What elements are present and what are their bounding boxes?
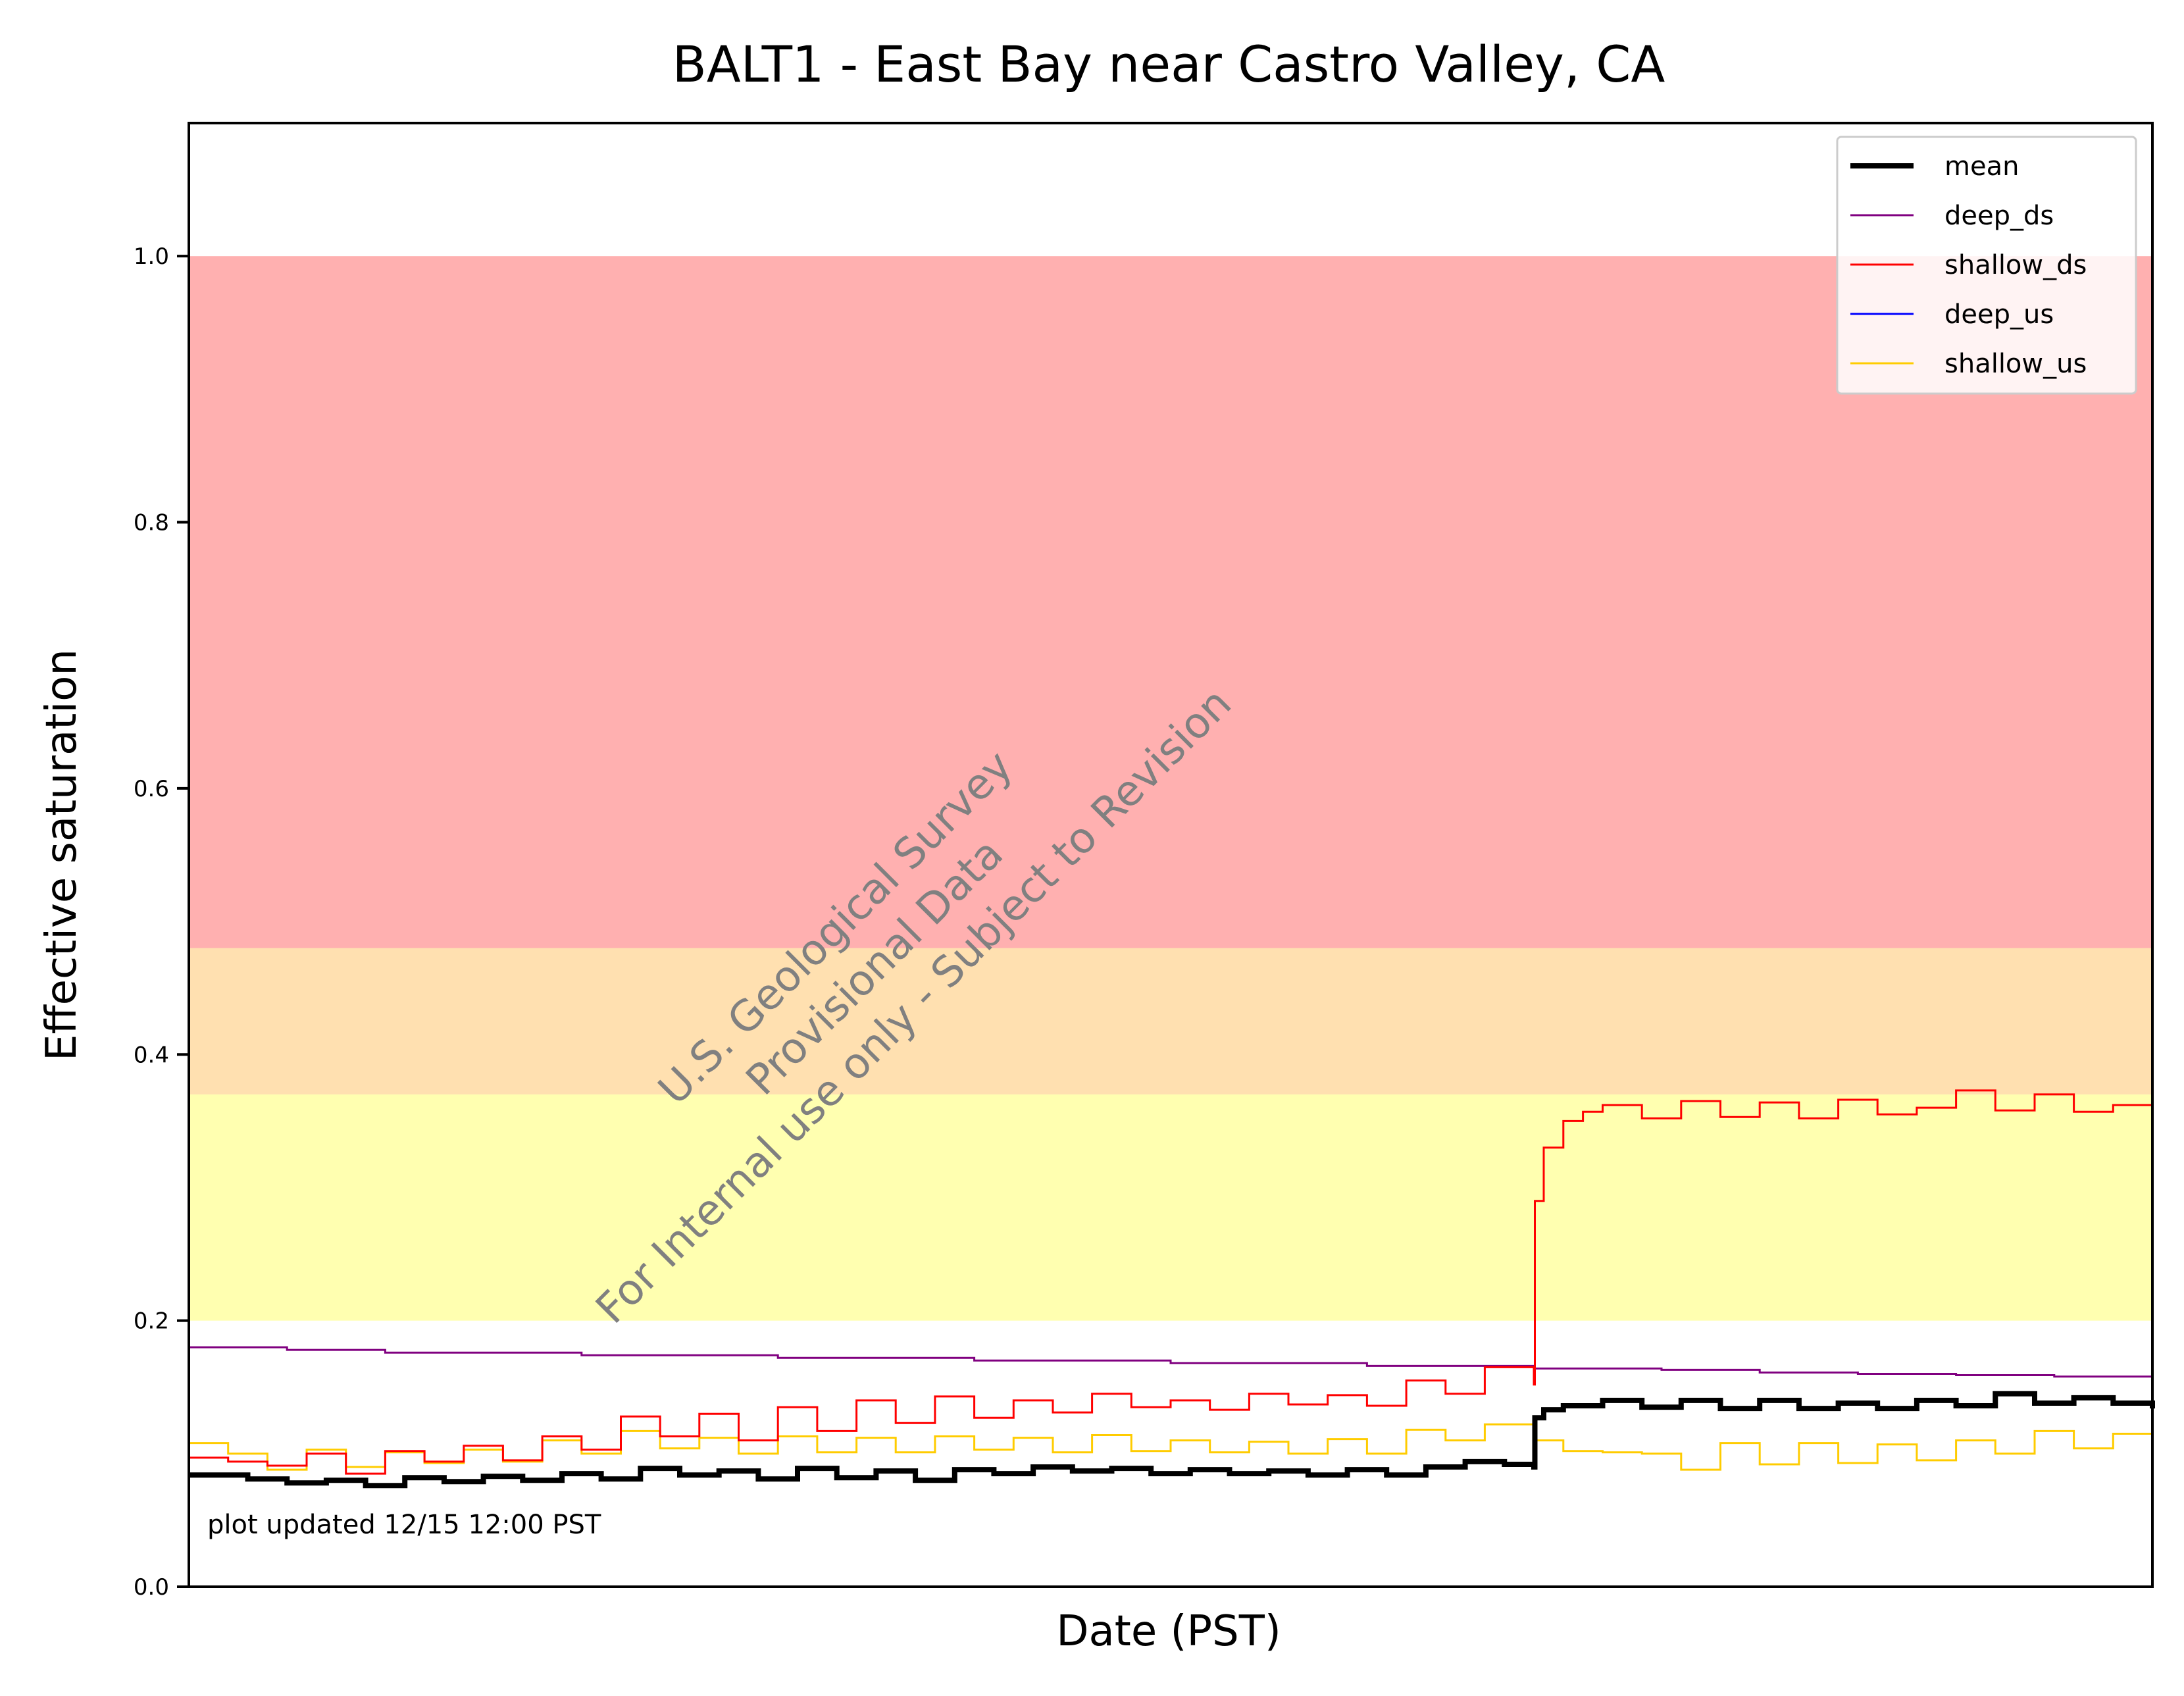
y-tick-label: 0.4	[134, 1042, 169, 1068]
legend-box	[1836, 136, 2137, 395]
y-tick-label: 0.6	[134, 776, 169, 802]
legend-label-deep_us: deep_us	[1944, 299, 2054, 330]
threshold-bands	[189, 256, 2152, 1321]
plot-area-frame	[188, 122, 2154, 1588]
legend-label-shallow_ds: shallow_ds	[1944, 250, 2087, 280]
y-tick-label: 0.0	[134, 1574, 169, 1601]
series-lines	[189, 1089, 2155, 1489]
band-0	[189, 1094, 2152, 1321]
y-axis-label: Effective saturation	[38, 649, 86, 1061]
band-1	[189, 948, 2152, 1094]
plot-updated-note: plot updated 12/15 12:00 PST	[207, 1510, 601, 1540]
y-axis-ticks: 0.0 0.2 0.4 0.6 0.8 1.0	[134, 244, 189, 1601]
band-2	[189, 256, 2152, 948]
legend-label-mean: mean	[1944, 151, 2019, 182]
legend-label-deep_ds: deep_ds	[1944, 201, 2054, 231]
series-line-shallow_us	[189, 1423, 2154, 1471]
chart-title: BALT1 - East Bay near Castro Valley, CA	[673, 35, 1665, 93]
y-tick-label: 1.0	[134, 244, 169, 270]
series-line-deep_ds	[189, 1346, 2154, 1378]
y-tick-label: 0.8	[134, 510, 169, 536]
x-axis-label: Date (PST)	[1056, 1607, 1281, 1656]
legend: mean deep_ds shallow_ds deep_us shallow_us	[1836, 136, 2137, 395]
series-line-mean	[189, 1391, 2155, 1489]
y-tick-label: 0.2	[134, 1308, 169, 1335]
legend-items: mean deep_ds shallow_ds deep_us shallow_us	[1850, 151, 2087, 379]
series-line-shallow_ds	[189, 1089, 2154, 1475]
legend-label-shallow_us: shallow_us	[1944, 349, 2087, 379]
